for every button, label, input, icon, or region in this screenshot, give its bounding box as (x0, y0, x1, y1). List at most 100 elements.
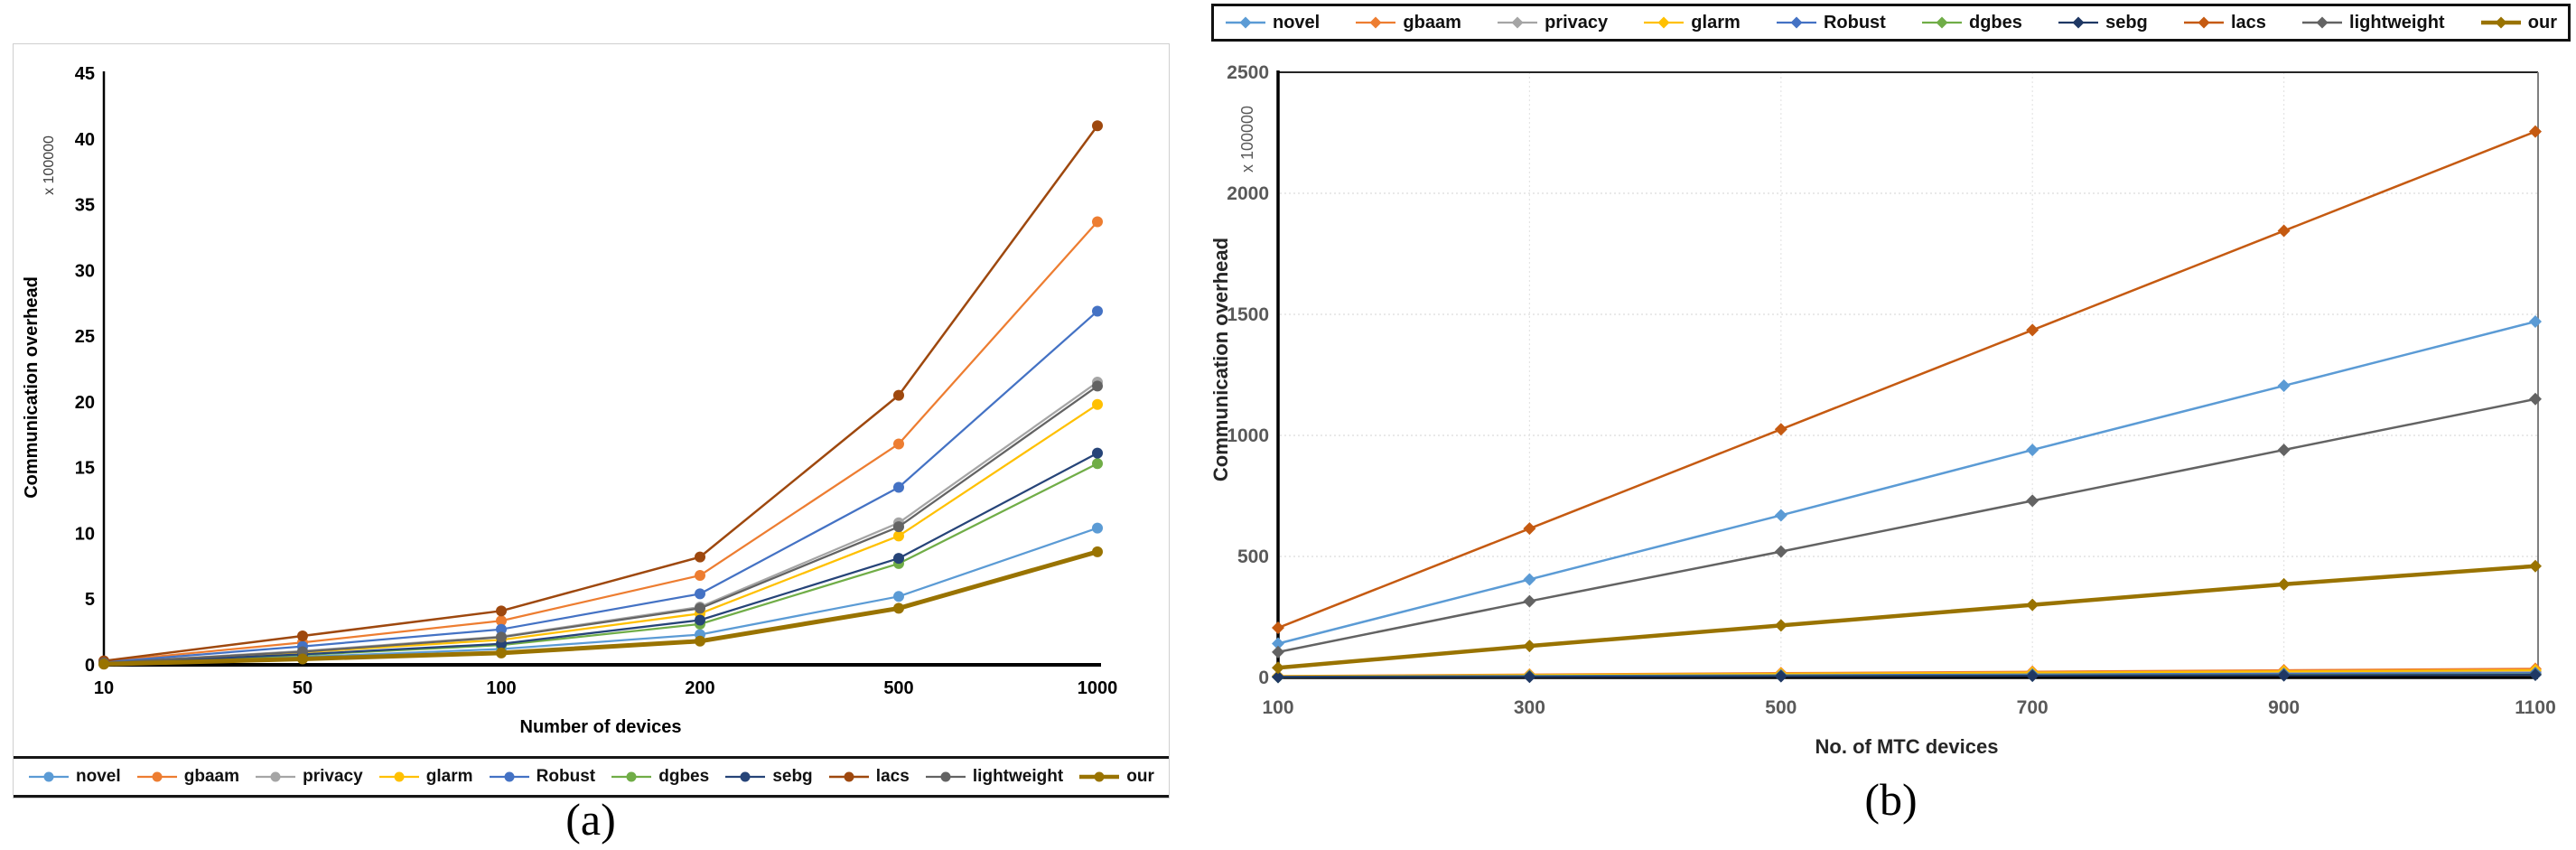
svg-text:10: 10 (94, 678, 114, 698)
svg-text:2500: 2500 (1227, 62, 1269, 83)
svg-text:100: 100 (486, 678, 516, 698)
chart-b-legend: novel gbaam privacy glarm Robust dgbes sebg lac… (1211, 4, 2571, 42)
svg-text:2000: 2000 (1227, 183, 1269, 204)
a-y-axis-title: Communication overhead (22, 276, 42, 499)
glarm-legend-marker-icon (1644, 16, 1685, 29)
svg-text:100: 100 (1262, 697, 1293, 718)
svg-text:300: 300 (1514, 697, 1545, 718)
lacs-legend-marker-icon (828, 771, 869, 782)
a-series-line-lightweight (102, 385, 1099, 664)
svg-text:30: 30 (75, 261, 95, 281)
svg-text:700: 700 (2017, 697, 2049, 718)
sebg-legend-marker-icon (2058, 16, 2099, 29)
legend-item-our: our (1078, 767, 1154, 787)
legend-label-gbaam: gbaam (1403, 12, 1461, 33)
legend-label-novel: novel (1273, 12, 1321, 33)
b-x-tick-labels: 100 300 500 700 900 1100 (1262, 697, 2555, 718)
legend-label-lightweight: lightweight (972, 767, 1064, 786)
svg-text:20: 20 (75, 393, 95, 413)
legend-label-Robust: Robust (536, 767, 596, 786)
legend-label-Robust: Robust (1823, 12, 1886, 33)
legend-item-lightweight: lightweight (925, 767, 1063, 787)
a-series-line-gbaam (102, 220, 1099, 663)
legend-item-our: our (2480, 13, 2557, 33)
legend-label-novel: novel (76, 767, 121, 786)
legend-label-gbaam: gbaam (183, 767, 239, 786)
a-series-line-sebg (102, 452, 1099, 665)
svg-text:1000: 1000 (1078, 678, 1118, 698)
a-series-markers-lacs (98, 120, 1103, 667)
svg-text:500: 500 (883, 678, 913, 698)
lightweight-legend-marker-icon (925, 771, 966, 782)
svg-text:15: 15 (75, 459, 95, 479)
a-y-multiplier: x 100000 (42, 135, 57, 195)
chart-a-legend: novel gbaam privacy glarm Robust dgbes sebg lac… (14, 756, 1169, 798)
legend-label-our: our (1126, 767, 1154, 786)
b-gridlines (1280, 72, 2538, 677)
legend-label-sebg: sebg (772, 767, 813, 786)
legend-item-Robust: Robust (1776, 13, 1886, 33)
b-series-line-our (1275, 564, 2538, 670)
a-x-tick-labels: 10 50 100 200 500 1000 (94, 678, 1117, 698)
chart-a-plot: 0 5 10 15 20 25 30 35 40 45 10 50 100 200 500 1000 Commu… (22, 64, 1117, 737)
legend-item-gbaam: gbaam (136, 767, 239, 787)
b-series-line-sebg (1276, 673, 2537, 678)
svg-text:1000: 1000 (1227, 425, 1269, 446)
legend-label-privacy: privacy (303, 767, 363, 786)
our-legend-marker-icon (2480, 16, 2521, 29)
svg-text:5: 5 (85, 590, 95, 610)
svg-text:40: 40 (75, 130, 95, 150)
b-series-markers-novel (1272, 315, 2542, 650)
legend-item-sebg: sebg (724, 767, 813, 787)
legend-item-privacy: privacy (1497, 13, 1608, 33)
b-series-markers-lacs (1272, 125, 2542, 635)
dgbes-legend-marker-icon (611, 771, 652, 782)
b-x-axis-title: No. of MTC devices (1815, 735, 1999, 758)
b-y-tick-labels: 0 500 1000 1500 2000 2500 (1227, 62, 1269, 688)
a-series-line-privacy (102, 380, 1099, 664)
svg-text:0: 0 (1258, 668, 1269, 688)
a-series-markers-Robust (98, 305, 1103, 668)
caption-a: (a) (565, 794, 616, 845)
legend-label-dgbes: dgbes (1969, 12, 2022, 33)
lightweight-legend-marker-icon (2302, 16, 2343, 29)
a-series-markers-gbaam (98, 216, 1103, 668)
svg-text:35: 35 (75, 196, 95, 216)
a-x-axis-title: Number of devices (520, 717, 682, 737)
legend-item-glarm: glarm (1643, 12, 1741, 33)
privacy-legend-marker-icon (1498, 16, 1538, 29)
svg-text:10: 10 (75, 524, 95, 544)
legend-label-privacy: privacy (1545, 12, 1609, 33)
legend-label-glarm: glarm (425, 767, 473, 786)
glarm-legend-marker-icon (378, 771, 419, 782)
legend-item-novel: novel (28, 767, 121, 787)
legend-item-privacy: privacy (255, 767, 363, 787)
b-series-markers-lightweight (1272, 392, 2542, 659)
legend-item-lacs: lacs (2183, 13, 2266, 33)
legend-item-glarm: glarm (378, 767, 473, 787)
legend-label-lacs: lacs (875, 767, 910, 786)
b-y-axis-title: Communication overhead (1209, 238, 1232, 481)
b-series-line-lacs (1276, 130, 2537, 630)
legend-item-sebg: sebg (2058, 13, 2148, 33)
dgbes-legend-marker-icon (1922, 16, 1962, 29)
b-series-markers-our (1272, 559, 2542, 675)
our-legend-marker-icon (1079, 771, 1120, 782)
svg-text:1100: 1100 (2515, 697, 2556, 718)
chart-a-panel: 0 5 10 15 20 25 30 35 40 45 10 50 100 200 500 1000 Commu… (13, 43, 1170, 799)
legend-label-lacs: lacs (2230, 12, 2266, 33)
legend-label-our: our (2527, 12, 2557, 33)
svg-text:1500: 1500 (1227, 304, 1269, 325)
svg-text:45: 45 (75, 64, 95, 84)
svg-text:0: 0 (85, 656, 95, 676)
b-series-markers-sebg (1272, 668, 2542, 684)
a-series-markers-privacy (98, 377, 1103, 668)
privacy-legend-marker-icon (256, 771, 296, 782)
b-y-multiplier: x 100000 (1238, 106, 1256, 173)
a-series-line-Robust (102, 310, 1099, 664)
novel-legend-marker-icon (1226, 16, 1265, 29)
lacs-legend-marker-icon (2183, 16, 2224, 29)
chart-b-plot: 0 500 1000 1500 2000 2500 100 300 500 700 900 1100 C… (1209, 62, 2556, 758)
svg-text:500: 500 (1765, 697, 1797, 718)
legend-label-glarm: glarm (1691, 12, 1741, 33)
